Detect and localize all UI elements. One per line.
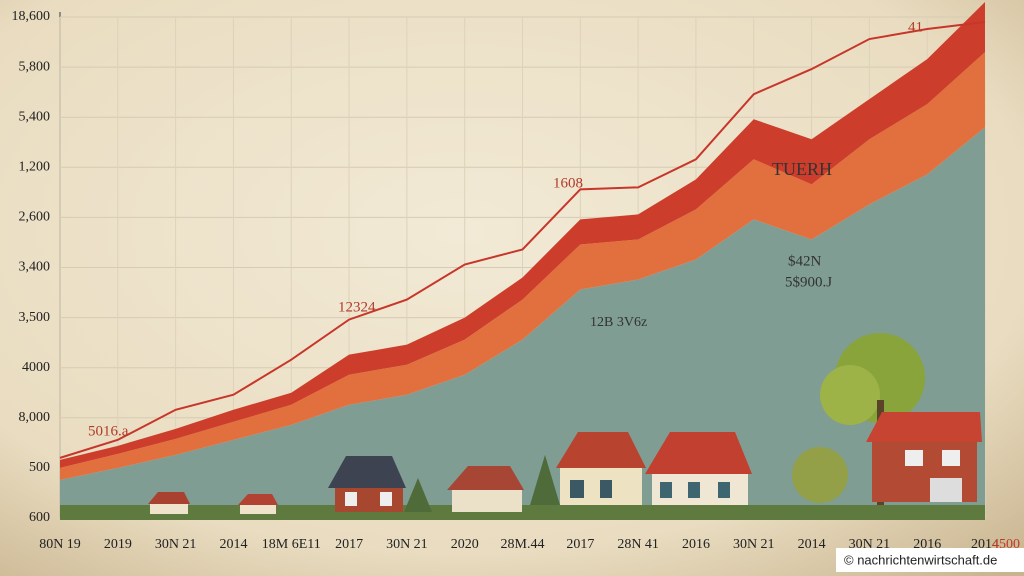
house — [556, 432, 646, 505]
house — [645, 432, 752, 505]
tree — [404, 478, 432, 512]
annotation: 12B 3V6z — [590, 315, 647, 330]
x-tick-label: 2020 — [451, 537, 479, 552]
y-tick-label: 500 — [29, 460, 50, 475]
scenery — [60, 333, 985, 520]
x-tick-label: 28N 41 — [617, 537, 659, 552]
x-tick-label: 2014 — [219, 537, 247, 552]
house — [447, 466, 524, 512]
ground — [60, 505, 985, 520]
annotation: $42N — [788, 253, 822, 269]
x-tick-label: 30N 21 — [386, 537, 428, 552]
annotation: 41 — [908, 19, 923, 35]
x-tick-label: 18M 6E11 — [262, 537, 321, 552]
y-tick-label: 5,400 — [19, 109, 51, 124]
house — [148, 492, 278, 514]
x-tick-label: 30N 21 — [733, 537, 775, 552]
y-tick-label: 4000 — [22, 360, 50, 375]
watermark: © nachrichtenwirtschaft.de — [844, 552, 997, 567]
y-tick-label: 5,800 — [19, 59, 51, 74]
house — [866, 412, 982, 502]
tree — [820, 365, 880, 425]
x-tick-label: 2017 — [566, 537, 594, 552]
y-tick-label: 1,200 — [19, 160, 51, 175]
x-tick-label: 30N 21 — [155, 537, 197, 552]
tree — [530, 455, 560, 505]
y-tick-label: 600 — [29, 510, 50, 525]
x-tick-label: 28M.44 — [501, 537, 545, 552]
y-tick-label: 2,600 — [19, 210, 51, 225]
annotation: 12324 — [338, 299, 376, 315]
x-tick-label: 2016 — [682, 537, 710, 552]
x-tick-label: 2014 — [798, 537, 826, 552]
y-tick-label: 3,500 — [19, 310, 51, 325]
tree — [792, 447, 848, 503]
labels: 18,600 5,800 5,400 1,200 2,600 3,400 3,500 4000… — [12, 9, 1024, 572]
y-tick-label: 18,600 — [12, 9, 51, 24]
annotation: 5$900.J — [785, 274, 832, 290]
annotation: 1608 — [553, 175, 583, 191]
area — [60, 127, 985, 518]
watermark-bg — [836, 548, 1024, 572]
house — [328, 456, 406, 512]
line — [59, 21, 986, 459]
x-tick-label: 80N 19 — [39, 537, 81, 552]
y-tick-label: 3,400 — [19, 260, 51, 275]
x-tick-label: 2017 — [335, 537, 363, 552]
annotation: TUERH — [772, 159, 832, 179]
areas — [59, 1, 986, 518]
annotation: 5016.a — [88, 423, 129, 439]
y-tick-label: 8,000 — [19, 410, 51, 425]
x-tick-label: 2019 — [104, 537, 132, 552]
